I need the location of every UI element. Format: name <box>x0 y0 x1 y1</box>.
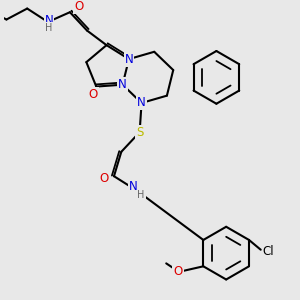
Text: O: O <box>173 265 183 278</box>
Text: N: N <box>118 78 127 91</box>
Text: N: N <box>137 97 146 110</box>
Text: N: N <box>44 14 53 26</box>
Text: O: O <box>74 0 83 13</box>
Text: H: H <box>45 23 52 33</box>
Text: H: H <box>137 190 145 200</box>
Text: S: S <box>136 126 143 139</box>
Text: O: O <box>89 88 98 101</box>
Text: N: N <box>124 52 133 66</box>
Text: Cl: Cl <box>263 245 274 258</box>
Text: N: N <box>129 180 138 194</box>
Text: O: O <box>100 172 109 184</box>
